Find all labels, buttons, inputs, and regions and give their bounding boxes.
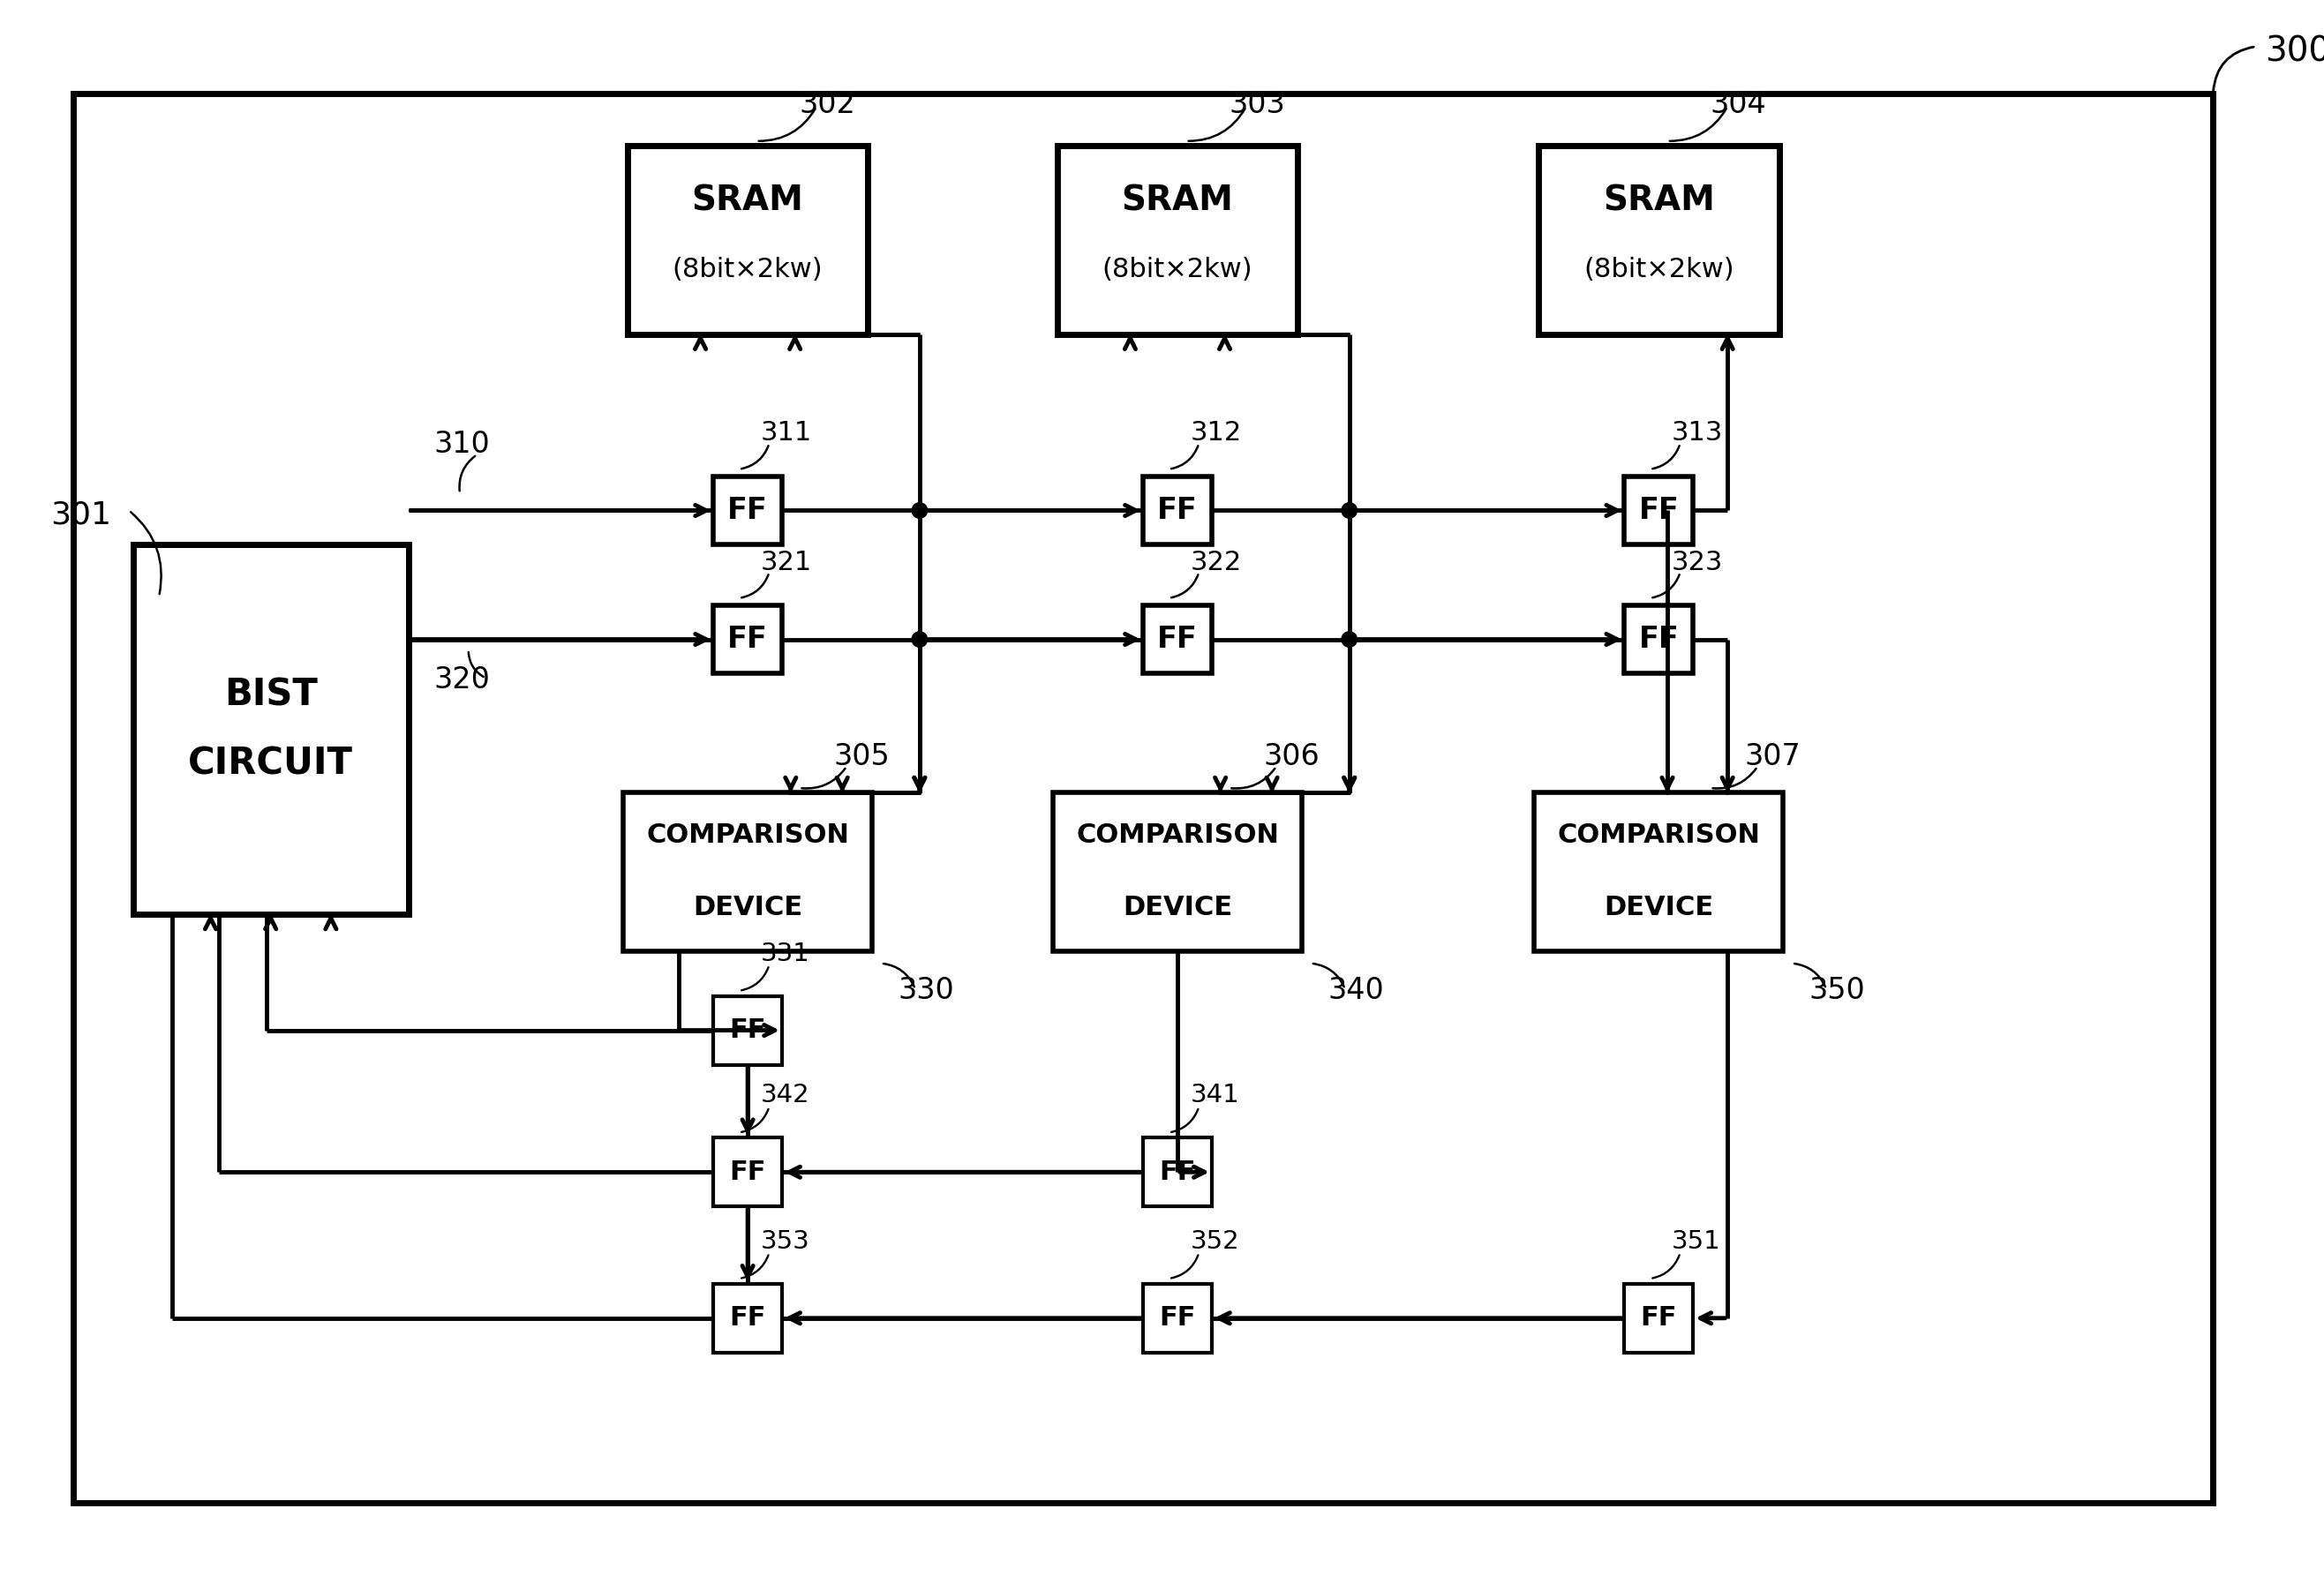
Bar: [1053, 793, 1301, 952]
Text: (8bit×2kw): (8bit×2kw): [1102, 257, 1253, 282]
Bar: [1538, 145, 1780, 334]
Text: 307: 307: [1745, 742, 1801, 771]
Text: FF: FF: [727, 496, 767, 525]
Text: FF: FF: [1641, 1305, 1678, 1332]
Bar: [1143, 1284, 1211, 1352]
Text: 320: 320: [435, 665, 490, 695]
Bar: [713, 1284, 783, 1352]
Text: FF: FF: [727, 624, 767, 654]
Text: COMPARISON: COMPARISON: [1076, 823, 1278, 848]
Text: 350: 350: [1808, 976, 1866, 1005]
Bar: [1143, 605, 1211, 673]
Text: 321: 321: [760, 550, 811, 575]
Text: 340: 340: [1327, 976, 1385, 1005]
Bar: [1624, 605, 1694, 673]
Text: 300: 300: [2264, 35, 2324, 68]
Text: 342: 342: [760, 1083, 809, 1108]
Bar: [132, 545, 409, 914]
Text: FF: FF: [1160, 1160, 1197, 1185]
Text: CIRCUIT: CIRCUIT: [188, 745, 353, 782]
Text: SRAM: SRAM: [1604, 184, 1715, 217]
Text: SRAM: SRAM: [693, 184, 804, 217]
Bar: [713, 1138, 783, 1207]
Text: DEVICE: DEVICE: [1604, 895, 1713, 920]
Bar: [713, 476, 783, 545]
Text: FF: FF: [730, 1018, 767, 1043]
Bar: [713, 996, 783, 1065]
Circle shape: [911, 632, 927, 648]
Circle shape: [911, 503, 927, 519]
Text: FF: FF: [1157, 624, 1197, 654]
Bar: [1057, 145, 1297, 334]
Text: 301: 301: [51, 500, 112, 530]
Text: 353: 353: [760, 1229, 809, 1253]
Bar: [1534, 793, 1783, 952]
Text: 322: 322: [1190, 550, 1241, 575]
Text: 352: 352: [1190, 1229, 1239, 1253]
Text: 331: 331: [760, 941, 811, 966]
Text: 302: 302: [799, 90, 855, 120]
Text: 312: 312: [1190, 421, 1241, 446]
Text: FF: FF: [1160, 1305, 1197, 1332]
Text: 310: 310: [435, 430, 490, 459]
Text: DEVICE: DEVICE: [1122, 895, 1232, 920]
Text: FF: FF: [730, 1305, 767, 1332]
Bar: [1143, 1138, 1211, 1207]
Text: 303: 303: [1229, 90, 1285, 120]
Text: FF: FF: [730, 1160, 767, 1185]
Text: DEVICE: DEVICE: [693, 895, 802, 920]
Text: 341: 341: [1190, 1083, 1239, 1108]
Text: 311: 311: [760, 421, 811, 446]
Text: 304: 304: [1710, 90, 1766, 120]
Bar: [1143, 476, 1211, 545]
Text: 323: 323: [1671, 550, 1722, 575]
Text: COMPARISON: COMPARISON: [646, 823, 848, 848]
Bar: [623, 793, 872, 952]
Bar: [713, 605, 783, 673]
Text: 306: 306: [1264, 742, 1320, 771]
Bar: [627, 145, 869, 334]
Text: FF: FF: [1638, 624, 1678, 654]
Bar: [1624, 476, 1694, 545]
Text: (8bit×2kw): (8bit×2kw): [672, 257, 823, 282]
Text: SRAM: SRAM: [1122, 184, 1234, 217]
Text: 313: 313: [1671, 421, 1722, 446]
Text: BIST: BIST: [223, 676, 318, 714]
Circle shape: [1341, 632, 1357, 648]
Text: (8bit×2kw): (8bit×2kw): [1583, 257, 1734, 282]
Bar: [1624, 1284, 1694, 1352]
Circle shape: [1341, 503, 1357, 519]
Text: FF: FF: [1157, 496, 1197, 525]
Text: 330: 330: [897, 976, 955, 1005]
Text: COMPARISON: COMPARISON: [1557, 823, 1759, 848]
Text: FF: FF: [1638, 496, 1678, 525]
Text: 305: 305: [834, 742, 890, 771]
Text: 351: 351: [1671, 1229, 1720, 1253]
